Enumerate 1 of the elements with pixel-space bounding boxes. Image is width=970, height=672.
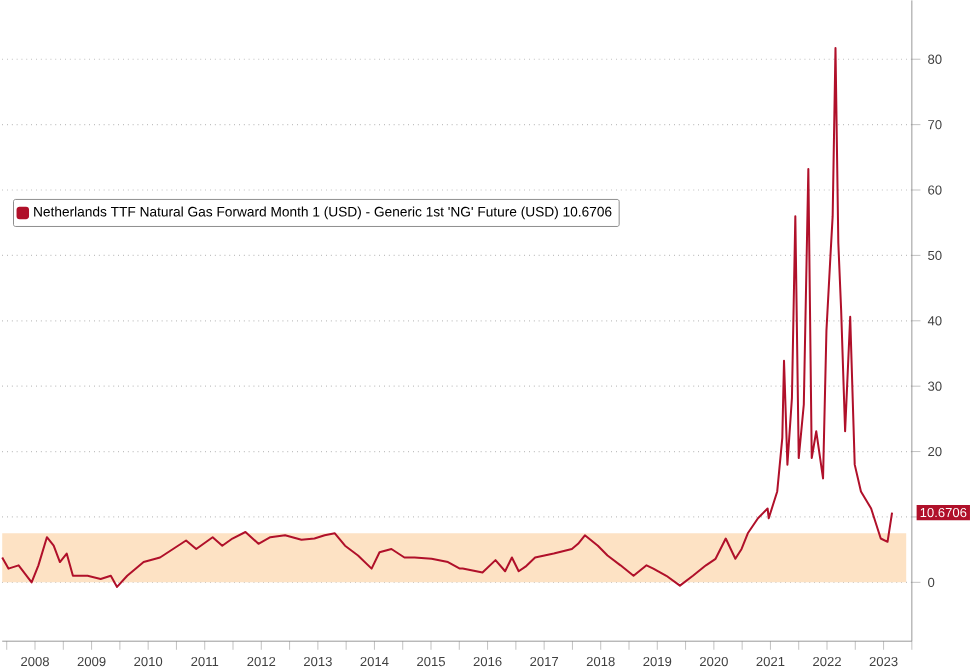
line-series [1, 46, 894, 588]
